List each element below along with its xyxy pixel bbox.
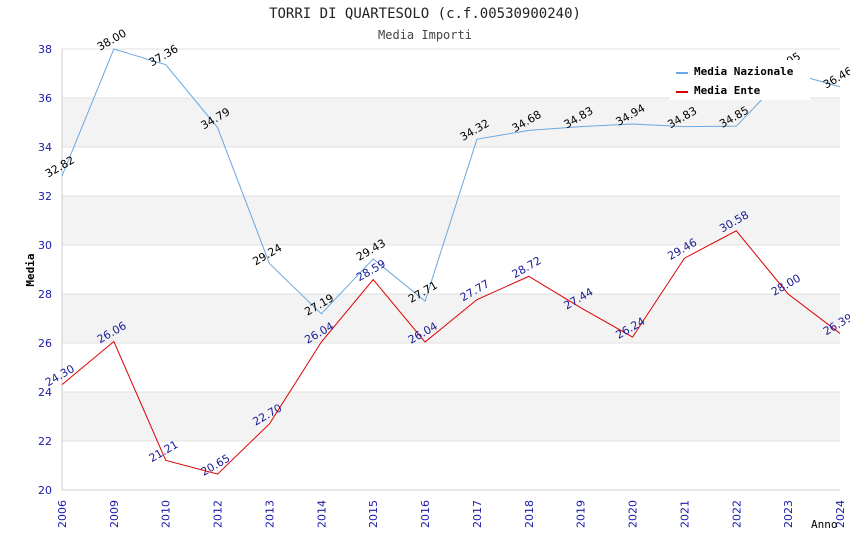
x-tick-label: 2013: [263, 500, 276, 528]
legend: Media Nazionale Media Ente: [670, 60, 810, 100]
grid-band: [62, 294, 840, 343]
legend-label-media-ente: Media Ente: [694, 84, 761, 97]
y-tick-label: 24: [38, 386, 52, 399]
y-tick-label: 22: [38, 435, 52, 448]
y-tick-label: 38: [38, 43, 52, 56]
y-tick-label: 34: [38, 141, 52, 154]
x-tick-label: 2023: [782, 500, 795, 528]
x-tick-label: 2020: [627, 500, 640, 528]
y-ticks: 20 22 24 26 28 30 32 34 36 38: [38, 43, 52, 497]
x-tick-label: 2009: [108, 500, 121, 528]
series-line-media-ente: [61, 230, 841, 475]
series-lines: [61, 48, 841, 475]
grid-band: [62, 98, 840, 147]
grid-band: [62, 147, 840, 196]
y-tick-label: 20: [38, 484, 52, 497]
x-tick-label: 2010: [160, 500, 173, 528]
grid-band: [62, 343, 840, 392]
x-ticks: 2006 2009 2010 2012 2013 2014 2015 2016 2017 2018…: [56, 500, 847, 528]
chart-title: TORRI DI QUARTESOLO (c.f.00530900240): [269, 6, 581, 22]
x-tick-label: 2017: [471, 500, 484, 528]
x-tick-label: 2021: [678, 500, 691, 528]
x-tick-label: 2024: [834, 500, 847, 528]
x-tick-label: 2012: [212, 500, 225, 528]
grid-band: [62, 245, 840, 294]
x-tick-label: 2015: [367, 500, 380, 528]
x-tick-label: 2014: [315, 500, 328, 528]
grid-bands: [62, 48, 840, 491]
y-tick-label: 32: [38, 190, 52, 203]
x-tick-label: 2006: [56, 500, 69, 528]
series-line-media-nazionale: [61, 48, 841, 315]
legend-label-media-nazionale: Media Nazionale: [694, 65, 794, 78]
chart-subtitle: Media Importi: [378, 28, 472, 42]
axes: [61, 49, 840, 491]
y-tick-label: 26: [38, 337, 52, 350]
y-tick-label: 36: [38, 92, 52, 105]
x-tick-label: 2016: [419, 500, 432, 528]
y-axis-label: Media: [24, 253, 37, 286]
x-axis-label: Anno: [811, 518, 838, 531]
legend-box: [670, 60, 810, 100]
x-tick-label: 2019: [575, 500, 588, 528]
x-tick-label: 2022: [730, 500, 743, 528]
y-tick-label: 30: [38, 239, 52, 252]
x-tick-label: 2018: [523, 500, 536, 528]
grid-band: [62, 441, 840, 490]
y-tick-label: 28: [38, 288, 52, 301]
grid-band: [62, 392, 840, 441]
